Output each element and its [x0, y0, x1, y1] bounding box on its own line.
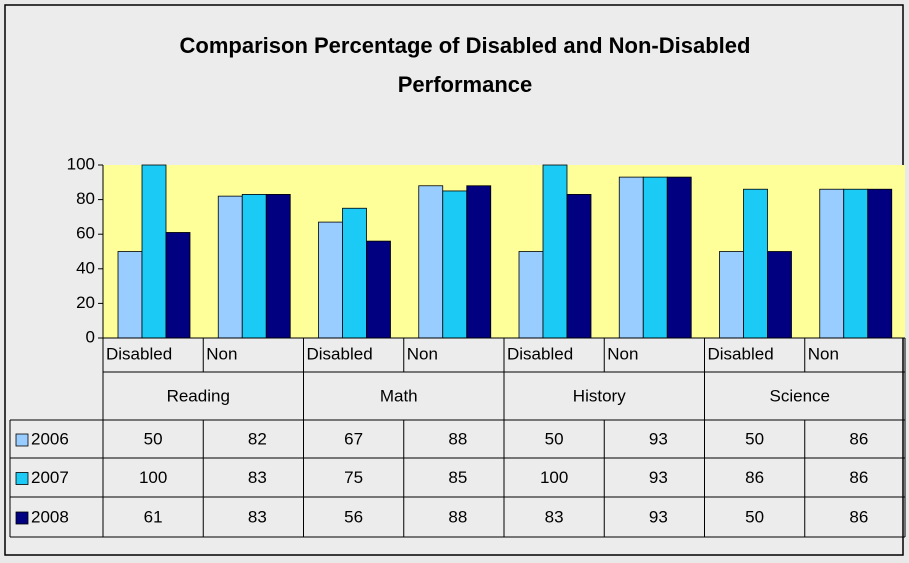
bar: [165, 232, 191, 339]
bar: [241, 194, 267, 339]
bar: [217, 195, 243, 339]
category-label: Non: [607, 344, 638, 363]
group-label: Reading: [167, 386, 230, 405]
y-tick-label: 80: [76, 189, 95, 208]
bar: [666, 176, 692, 339]
table-value: 50: [745, 429, 764, 448]
bar: [117, 251, 143, 339]
legend-label: 2006: [31, 429, 69, 448]
table-value: 50: [545, 429, 564, 448]
group-label: Math: [380, 386, 418, 405]
table-value: 86: [745, 468, 764, 487]
bar: [466, 185, 492, 339]
bar: [642, 176, 668, 339]
table-value: 75: [344, 468, 363, 487]
legend-key: [15, 472, 29, 485]
table-value: 88: [448, 507, 467, 526]
table-value: 50: [745, 507, 764, 526]
bar: [867, 188, 893, 339]
chart-title: Performance: [398, 72, 533, 97]
bar: [743, 188, 768, 339]
category-label: Disabled: [507, 344, 573, 363]
bar: [542, 164, 568, 339]
category-label: Disabled: [106, 344, 172, 363]
bar: [366, 240, 391, 339]
y-tick-label: 0: [86, 327, 95, 346]
table-value: 67: [344, 429, 363, 448]
table-value: 82: [248, 429, 267, 448]
table-value: 56: [344, 507, 363, 526]
bar: [843, 188, 869, 339]
bar: [318, 221, 343, 339]
legend-key: [15, 511, 29, 525]
y-tick-label: 40: [76, 258, 95, 277]
y-tick-label: 20: [76, 293, 95, 312]
bar: [265, 194, 291, 339]
table-value: 86: [849, 429, 868, 448]
bar: [418, 185, 444, 339]
table-value: 61: [144, 507, 163, 526]
legend-label: 2008: [31, 507, 69, 526]
y-tick-label: 100: [67, 154, 95, 173]
bar: [518, 251, 544, 339]
table-value: 88: [448, 429, 467, 448]
bar: [566, 194, 592, 339]
legend-label: 2007: [31, 468, 69, 487]
table-value: 83: [248, 507, 267, 526]
category-label: Disabled: [708, 344, 774, 363]
table-value: 50: [144, 429, 163, 448]
bar: [767, 251, 792, 339]
table-value: 83: [545, 507, 564, 526]
table-value: 93: [649, 468, 668, 487]
category-label: Non: [407, 344, 438, 363]
table-value: 93: [649, 429, 668, 448]
bar: [618, 176, 644, 339]
category-label: Disabled: [307, 344, 373, 363]
bar: [819, 188, 845, 339]
table-value: 85: [448, 468, 467, 487]
table-value: 100: [139, 468, 167, 487]
bar: [141, 164, 167, 339]
bar: [442, 190, 468, 339]
table-value: 86: [849, 507, 868, 526]
group-label: History: [573, 386, 626, 405]
table-value: 93: [649, 507, 668, 526]
table-value: 86: [849, 468, 868, 487]
y-tick-label: 60: [76, 224, 95, 243]
legend-key: [15, 433, 29, 447]
chart-title: Comparison Percentage of Disabled and No…: [180, 33, 751, 58]
bar: [342, 207, 367, 339]
category-label: Non: [808, 344, 839, 363]
bar: [719, 251, 744, 339]
table-value: 100: [540, 468, 568, 487]
category-label: Non: [206, 344, 237, 363]
group-label: Science: [770, 386, 830, 405]
table-value: 83: [248, 468, 267, 487]
